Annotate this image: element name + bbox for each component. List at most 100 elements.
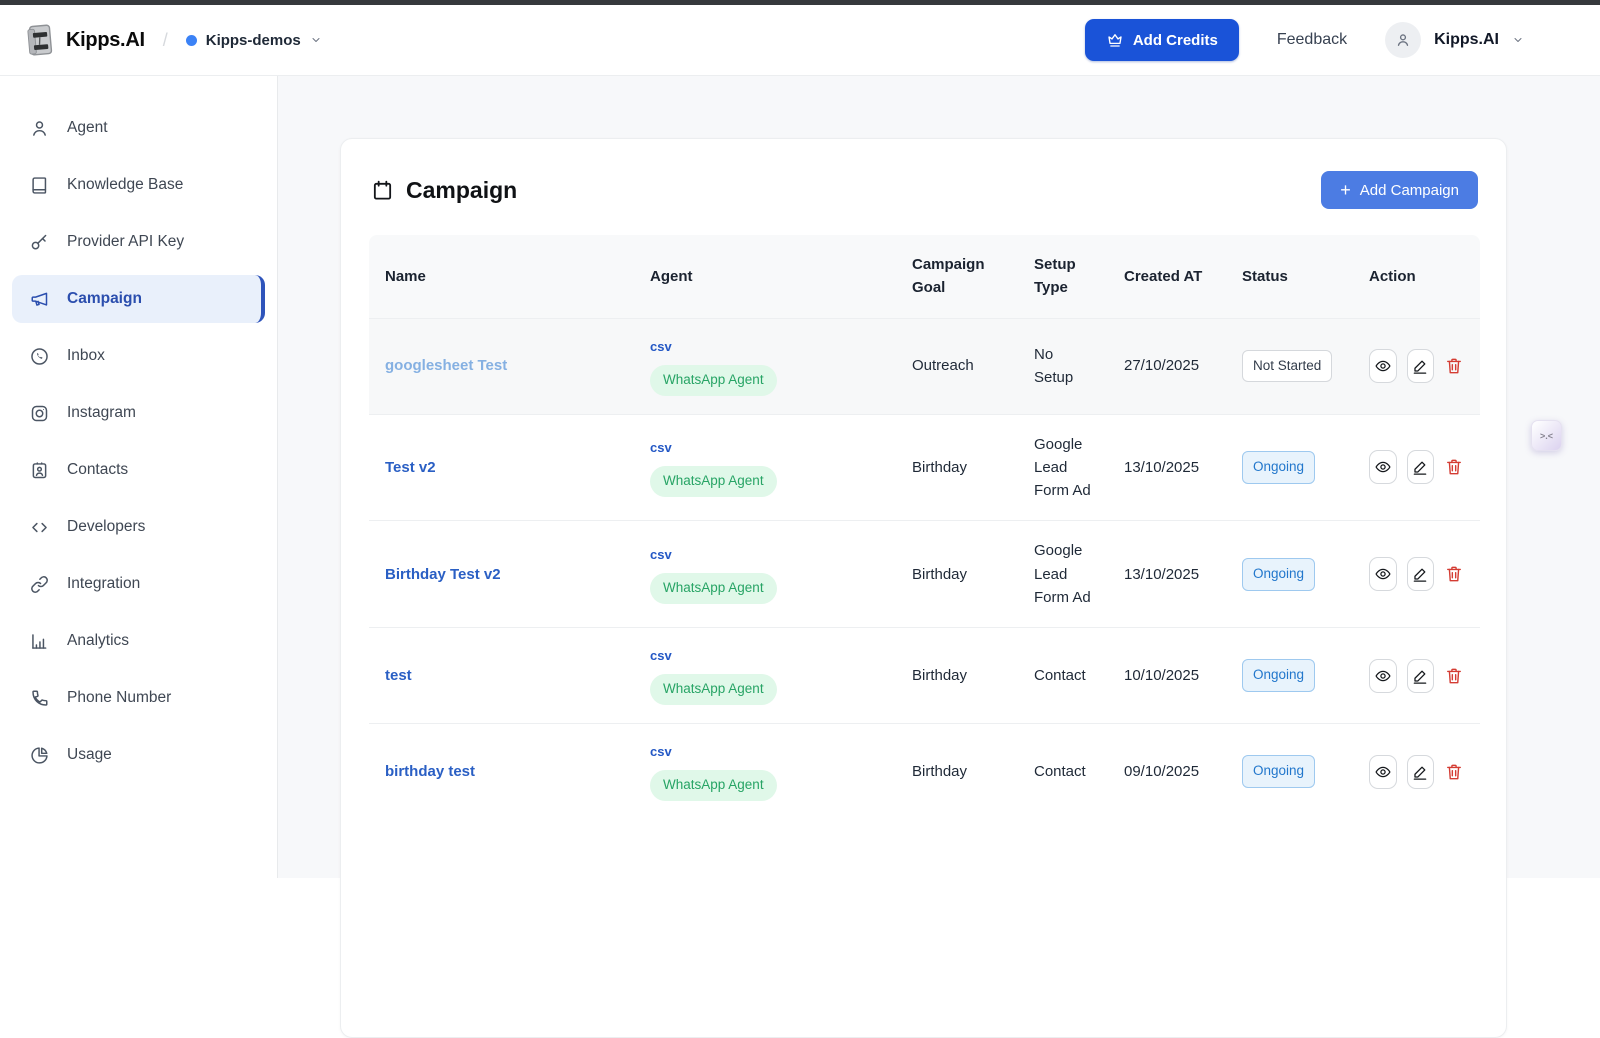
campaign-name-link[interactable]: Test v2	[385, 459, 436, 476]
status-badge: Ongoing	[1242, 755, 1315, 788]
column-header-agent: Agent	[634, 235, 896, 318]
breadcrumb-separator: /	[163, 30, 168, 51]
add-campaign-label: Add Campaign	[1360, 182, 1459, 199]
edit-button[interactable]	[1407, 450, 1435, 484]
sidebar-item-analytics[interactable]: Analytics	[12, 617, 265, 665]
sidebar-item-knowledge-base[interactable]: Knowledge Base	[12, 161, 265, 209]
column-header-status: Status	[1226, 235, 1353, 318]
sidebar-item-label: Contacts	[67, 461, 128, 479]
sidebar-item-label: Analytics	[67, 632, 129, 650]
agent-source-link[interactable]: csv	[650, 646, 672, 666]
delete-button[interactable]	[1444, 356, 1464, 376]
delete-button[interactable]	[1444, 762, 1464, 782]
calendar-icon	[371, 179, 394, 202]
sidebar-item-usage[interactable]: Usage	[12, 731, 265, 779]
edit-button[interactable]	[1407, 349, 1435, 383]
megaphone-icon	[29, 289, 50, 310]
agent-source-link[interactable]: csv	[650, 438, 672, 458]
campaign-name-link[interactable]: birthday test	[385, 763, 475, 780]
setup-type-cell: Contact	[1018, 724, 1108, 820]
sidebar-item-integration[interactable]: Integration	[12, 560, 265, 608]
sidebar-item-inbox[interactable]: Inbox	[12, 332, 265, 380]
agent-source-link[interactable]: csv	[650, 742, 672, 762]
delete-button[interactable]	[1444, 457, 1464, 477]
sidebar-item-label: Campaign	[67, 290, 142, 308]
brand[interactable]: Kipps.AI	[24, 22, 145, 58]
campaign-goal-cell: Birthday	[896, 628, 1018, 724]
view-button[interactable]	[1369, 557, 1397, 591]
sidebar-item-label: Provider API Key	[67, 233, 184, 251]
sidebar-item-developers[interactable]: Developers	[12, 503, 265, 551]
delete-button[interactable]	[1444, 564, 1464, 584]
campaign-goal-cell: Birthday	[896, 521, 1018, 628]
eye-icon	[1374, 458, 1392, 476]
workspace-selector[interactable]: Kipps-demos	[186, 32, 322, 49]
campaign-card: Campaign + Add Campaign Name Agent Campa…	[340, 138, 1507, 1038]
sidebar-item-instagram[interactable]: Instagram	[12, 389, 265, 437]
delete-button[interactable]	[1444, 666, 1464, 686]
pencil-icon	[1411, 565, 1429, 583]
code-icon	[29, 517, 50, 538]
trash-icon	[1444, 564, 1464, 584]
agent-type-badge: WhatsApp Agent	[650, 573, 777, 604]
user-icon	[1394, 31, 1412, 49]
sidebar-item-phone-number[interactable]: Phone Number	[12, 674, 265, 722]
account-menu[interactable]: Kipps.AI	[1385, 22, 1524, 58]
status-badge: Ongoing	[1242, 659, 1315, 692]
created-at-cell: 13/10/2025	[1108, 414, 1226, 521]
account-name: Kipps.AI	[1434, 31, 1499, 49]
campaign-table: Name Agent Campaign Goal Setup Type Crea…	[369, 235, 1480, 819]
table-row: test csv WhatsApp Agent Birthday Contact…	[369, 628, 1480, 724]
table-row: Birthday Test v2 csv WhatsApp Agent Birt…	[369, 521, 1480, 628]
campaign-name-link[interactable]: Birthday Test v2	[385, 566, 501, 583]
sidebar-item-provider-api-key[interactable]: Provider API Key	[12, 218, 265, 266]
campaign-name-link[interactable]: test	[385, 667, 412, 684]
table-row: googlesheet Test csv WhatsApp Agent Outr…	[369, 318, 1480, 414]
user-icon	[29, 118, 50, 139]
status-badge: Not Started	[1242, 350, 1332, 383]
edit-button[interactable]	[1407, 755, 1435, 789]
view-button[interactable]	[1369, 755, 1397, 789]
column-header-created-at: Created AT	[1108, 235, 1226, 318]
view-button[interactable]	[1369, 450, 1397, 484]
assistant-widget-face: >.<	[1540, 431, 1553, 441]
status-badge: Ongoing	[1242, 451, 1315, 484]
sidebar-item-contacts[interactable]: Contacts	[12, 446, 265, 494]
sidebar-item-label: Phone Number	[67, 689, 171, 707]
agent-source-link[interactable]: csv	[650, 545, 672, 565]
view-button[interactable]	[1369, 659, 1397, 693]
trash-icon	[1444, 356, 1464, 376]
sidebar-item-label: Developers	[67, 518, 145, 536]
pencil-icon	[1411, 763, 1429, 781]
feedback-link[interactable]: Feedback	[1277, 31, 1347, 49]
sidebar-item-campaign[interactable]: Campaign	[12, 275, 265, 323]
key-icon	[29, 232, 50, 253]
edit-button[interactable]	[1407, 557, 1435, 591]
view-button[interactable]	[1369, 349, 1397, 383]
column-header-campaign-goal: Campaign Goal	[896, 235, 1018, 318]
campaign-name-link[interactable]: googlesheet Test	[385, 357, 507, 374]
agent-source-link[interactable]: csv	[650, 337, 672, 357]
plus-icon: +	[1340, 181, 1351, 199]
brand-logo-icon	[24, 22, 58, 58]
whatsapp-icon	[29, 346, 50, 367]
sidebar-item-label: Usage	[67, 746, 112, 764]
bar-chart-icon	[29, 631, 50, 652]
add-campaign-button[interactable]: + Add Campaign	[1321, 171, 1478, 209]
campaign-goal-cell: Birthday	[896, 724, 1018, 820]
sidebar-item-agent[interactable]: Agent	[12, 104, 265, 152]
contact-card-icon	[29, 460, 50, 481]
assistant-widget-button[interactable]: >.<	[1531, 420, 1562, 451]
campaign-goal-cell: Outreach	[896, 318, 1018, 414]
agent-type-badge: WhatsApp Agent	[650, 770, 777, 801]
pencil-icon	[1411, 458, 1429, 476]
workspace-status-dot	[186, 35, 197, 46]
add-credits-button[interactable]: Add Credits	[1085, 19, 1239, 61]
pencil-icon	[1411, 667, 1429, 685]
edit-button[interactable]	[1407, 659, 1435, 693]
column-header-action: Action	[1353, 235, 1480, 318]
agent-type-badge: WhatsApp Agent	[650, 674, 777, 705]
page-title: Campaign	[371, 177, 517, 204]
table-row: Test v2 csv WhatsApp Agent Birthday Goog…	[369, 414, 1480, 521]
eye-icon	[1374, 667, 1392, 685]
